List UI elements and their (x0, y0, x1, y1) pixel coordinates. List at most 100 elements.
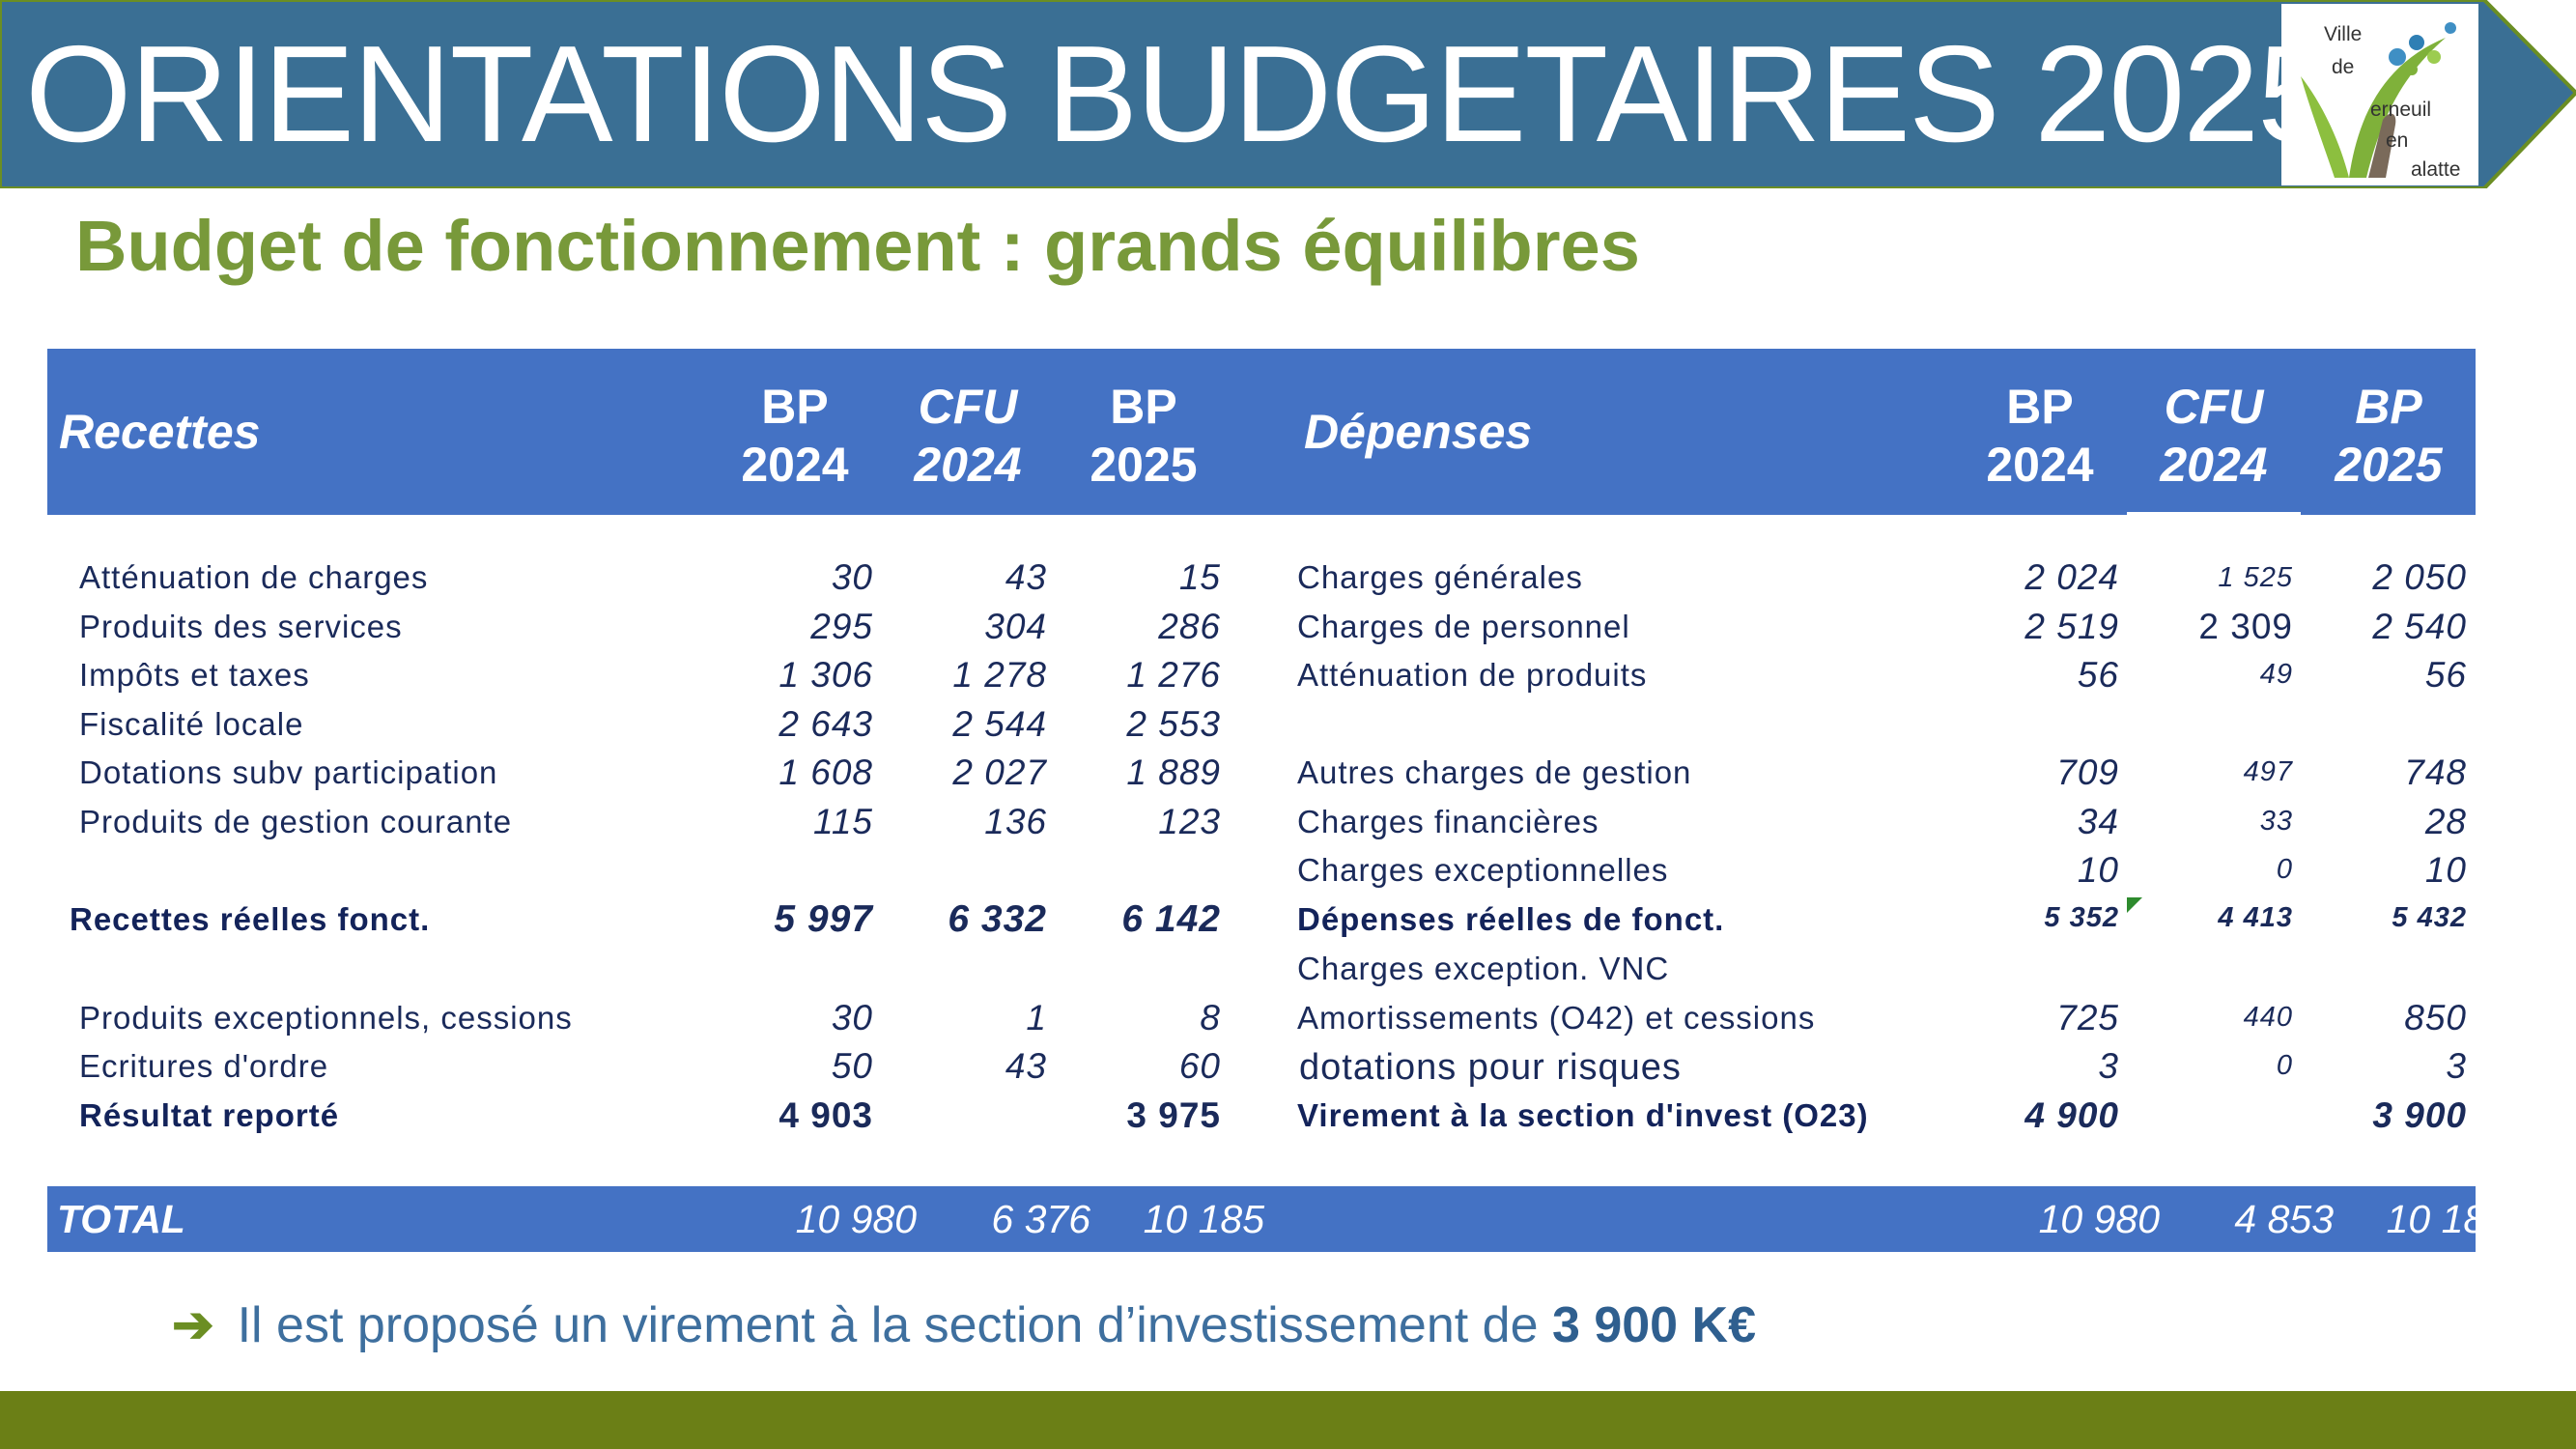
section-subtitle: Budget de fonctionnement : grands équili… (75, 206, 1640, 286)
table-total-row: TOTAL 10 980 6 376 10 185 10 980 4 853 1… (47, 1186, 2507, 1252)
depense-bp2024: 4 900 (2024, 1095, 2119, 1135)
depense-bp2025: 3 (2446, 1046, 2467, 1086)
cfu-underline (2127, 512, 2301, 516)
recette-bp2025: 15 (1178, 557, 1221, 597)
recette-bp2024: 4 903 (778, 1095, 873, 1135)
logo-text-3: erneuil (2370, 99, 2432, 121)
depense-bp2025: 2 050 (2372, 557, 2467, 597)
depense-label: Atténuation de produits (1297, 657, 1648, 693)
comment-marker-icon (2127, 897, 2142, 913)
recette-bp2024: 30 (831, 998, 873, 1037)
depense-label: Charges générales (1297, 559, 1583, 595)
depense-cfu2024: 49 (2259, 659, 2293, 690)
depense-cfu2024: 2 309 (2198, 607, 2293, 646)
depense-bp2025: 3 900 (2372, 1095, 2467, 1135)
banner-shape (0, 0, 2576, 188)
conclusion-amount: 3 900 K€ (1551, 1297, 1756, 1353)
logo-text-2: de (2332, 56, 2355, 78)
logo-leaf-icon (2301, 22, 2456, 178)
header-banner: ORIENTATIONS BUDGETAIRES 2025 (0, 0, 2576, 188)
recette-cfu2024: 1 (1026, 998, 1047, 1037)
total-recettes-bp2024: 10 980 (795, 1197, 917, 1241)
page-title: ORIENTATIONS BUDGETAIRES 2025 (25, 17, 2334, 171)
depense-bp2025: 10 (2424, 850, 2467, 890)
recette-bp2024: 30 (831, 557, 873, 597)
recettes-header: Recettes (59, 405, 261, 459)
depense-cfu2024: 0 (2276, 1050, 2293, 1081)
recette-label: Produits de gestion courante (79, 804, 513, 839)
recette-cfu2024: 43 (1005, 1046, 1047, 1086)
recette-bp2025: 60 (1178, 1046, 1221, 1086)
recette-bp2024: 295 (810, 607, 873, 646)
col-bp2025-depenses: BP 2025 (2335, 380, 2443, 492)
total-label: TOTAL (57, 1197, 185, 1241)
depense-cfu2024: 33 (2259, 806, 2293, 837)
recette-bp2024: 115 (813, 802, 873, 841)
recette-label: Atténuation de charges (79, 559, 429, 595)
recette-label: Produits des services (79, 609, 403, 644)
recette-label: Dotations subv participation (79, 754, 498, 790)
depense-bp2025: 28 (2424, 802, 2467, 841)
depense-label: Autres charges de gestion (1297, 754, 1692, 790)
depense-bp2024: 2 024 (2024, 557, 2119, 597)
recette-cfu2024: 1 278 (952, 655, 1047, 695)
recette-cfu2024: 6 332 (948, 898, 1047, 940)
conclusion-text: Il est proposé un virement à la section … (237, 1297, 1552, 1353)
col-bp2024-depenses: BP 2024 (1986, 380, 2094, 492)
footer-bar (0, 1391, 2576, 1449)
depense-label: Charges exception. VNC (1297, 951, 1670, 986)
total-depenses-bp2025: 10 185 (2386, 1197, 2507, 1241)
col-cfu2024-recettes: CFU 2024 (914, 380, 1022, 492)
depenses-reelles-label: Dépenses réelles de fonct. (1297, 901, 1725, 937)
depense-bp2025: 5 432 (2392, 902, 2467, 933)
col-bp2025-recettes: BP 2025 (1090, 380, 1198, 492)
depense-label: dotations pour risques (1299, 1047, 1682, 1088)
depense-bp2024: 5 352 (2044, 902, 2119, 933)
total-recettes-cfu2024: 6 376 (991, 1197, 1090, 1241)
depense-cfu2024: 4 413 (2218, 902, 2293, 933)
virement-label: Virement à la section d'invest (O23) (1297, 1097, 1869, 1133)
col-bp2024-recettes: BP 2024 (741, 380, 849, 492)
total-depenses-cfu2024: 4 853 (2234, 1197, 2334, 1241)
depense-cfu2024: 497 (2243, 756, 2293, 787)
recette-cfu2024: 2 544 (952, 704, 1047, 744)
total-depenses-bp2024: 10 980 (2038, 1197, 2160, 1241)
depense-bp2024: 3 (2098, 1046, 2119, 1086)
recette-bp2025: 2 553 (1126, 704, 1221, 744)
logo-text-4: en (2386, 129, 2409, 152)
recette-label: Fiscalité locale (79, 706, 304, 742)
depense-bp2024: 34 (2077, 802, 2119, 841)
depense-bp2024: 10 (2077, 850, 2119, 890)
depense-cfu2024: 440 (2243, 1002, 2293, 1033)
col-cfu2024-depenses: CFU 2024 (2160, 380, 2268, 492)
recette-bp2025: 8 (1200, 998, 1221, 1037)
depense-bp2024: 2 519 (2024, 607, 2119, 646)
depense-label: Charges exceptionnelles (1297, 852, 1669, 888)
recette-cfu2024: 2 027 (952, 753, 1047, 792)
recette-bp2025: 6 142 (1121, 898, 1221, 940)
recettes-reelles-label: Recettes réelles fonct. (70, 901, 431, 937)
recette-bp2025: 1 276 (1126, 655, 1221, 695)
recette-bp2024: 1 608 (778, 753, 873, 792)
recette-bp2024: 50 (831, 1046, 873, 1086)
depense-bp2024: 725 (2056, 998, 2119, 1037)
depense-label: Amortissements (O42) et cessions (1297, 1000, 1816, 1036)
recette-cfu2024: 304 (984, 607, 1047, 646)
recette-bp2024: 5 997 (774, 898, 873, 940)
recette-label: Produits exceptionnels, cessions (79, 1000, 573, 1036)
depense-label: Charges financières (1297, 804, 1599, 839)
depense-cfu2024: 0 (2276, 854, 2293, 885)
recette-bp2025: 123 (1158, 802, 1221, 841)
logo-text-1: Ville (2324, 23, 2363, 45)
depense-bp2025: 2 540 (2372, 607, 2467, 646)
recette-label: Impôts et taxes (79, 657, 310, 693)
depense-bp2024: 709 (2056, 753, 2119, 792)
depense-bp2024: 56 (2077, 655, 2119, 695)
recette-bp2025: 286 (1158, 607, 1221, 646)
recette-bp2024: 1 306 (778, 655, 873, 695)
depense-bp2025: 850 (2404, 998, 2467, 1037)
conclusion-line: ➔ Il est proposé un virement à la section… (172, 1296, 1756, 1354)
logo-text-5: alatte (2411, 158, 2461, 181)
recette-bp2025: 3 975 (1126, 1095, 1221, 1135)
arrow-right-icon: ➔ (172, 1297, 214, 1353)
